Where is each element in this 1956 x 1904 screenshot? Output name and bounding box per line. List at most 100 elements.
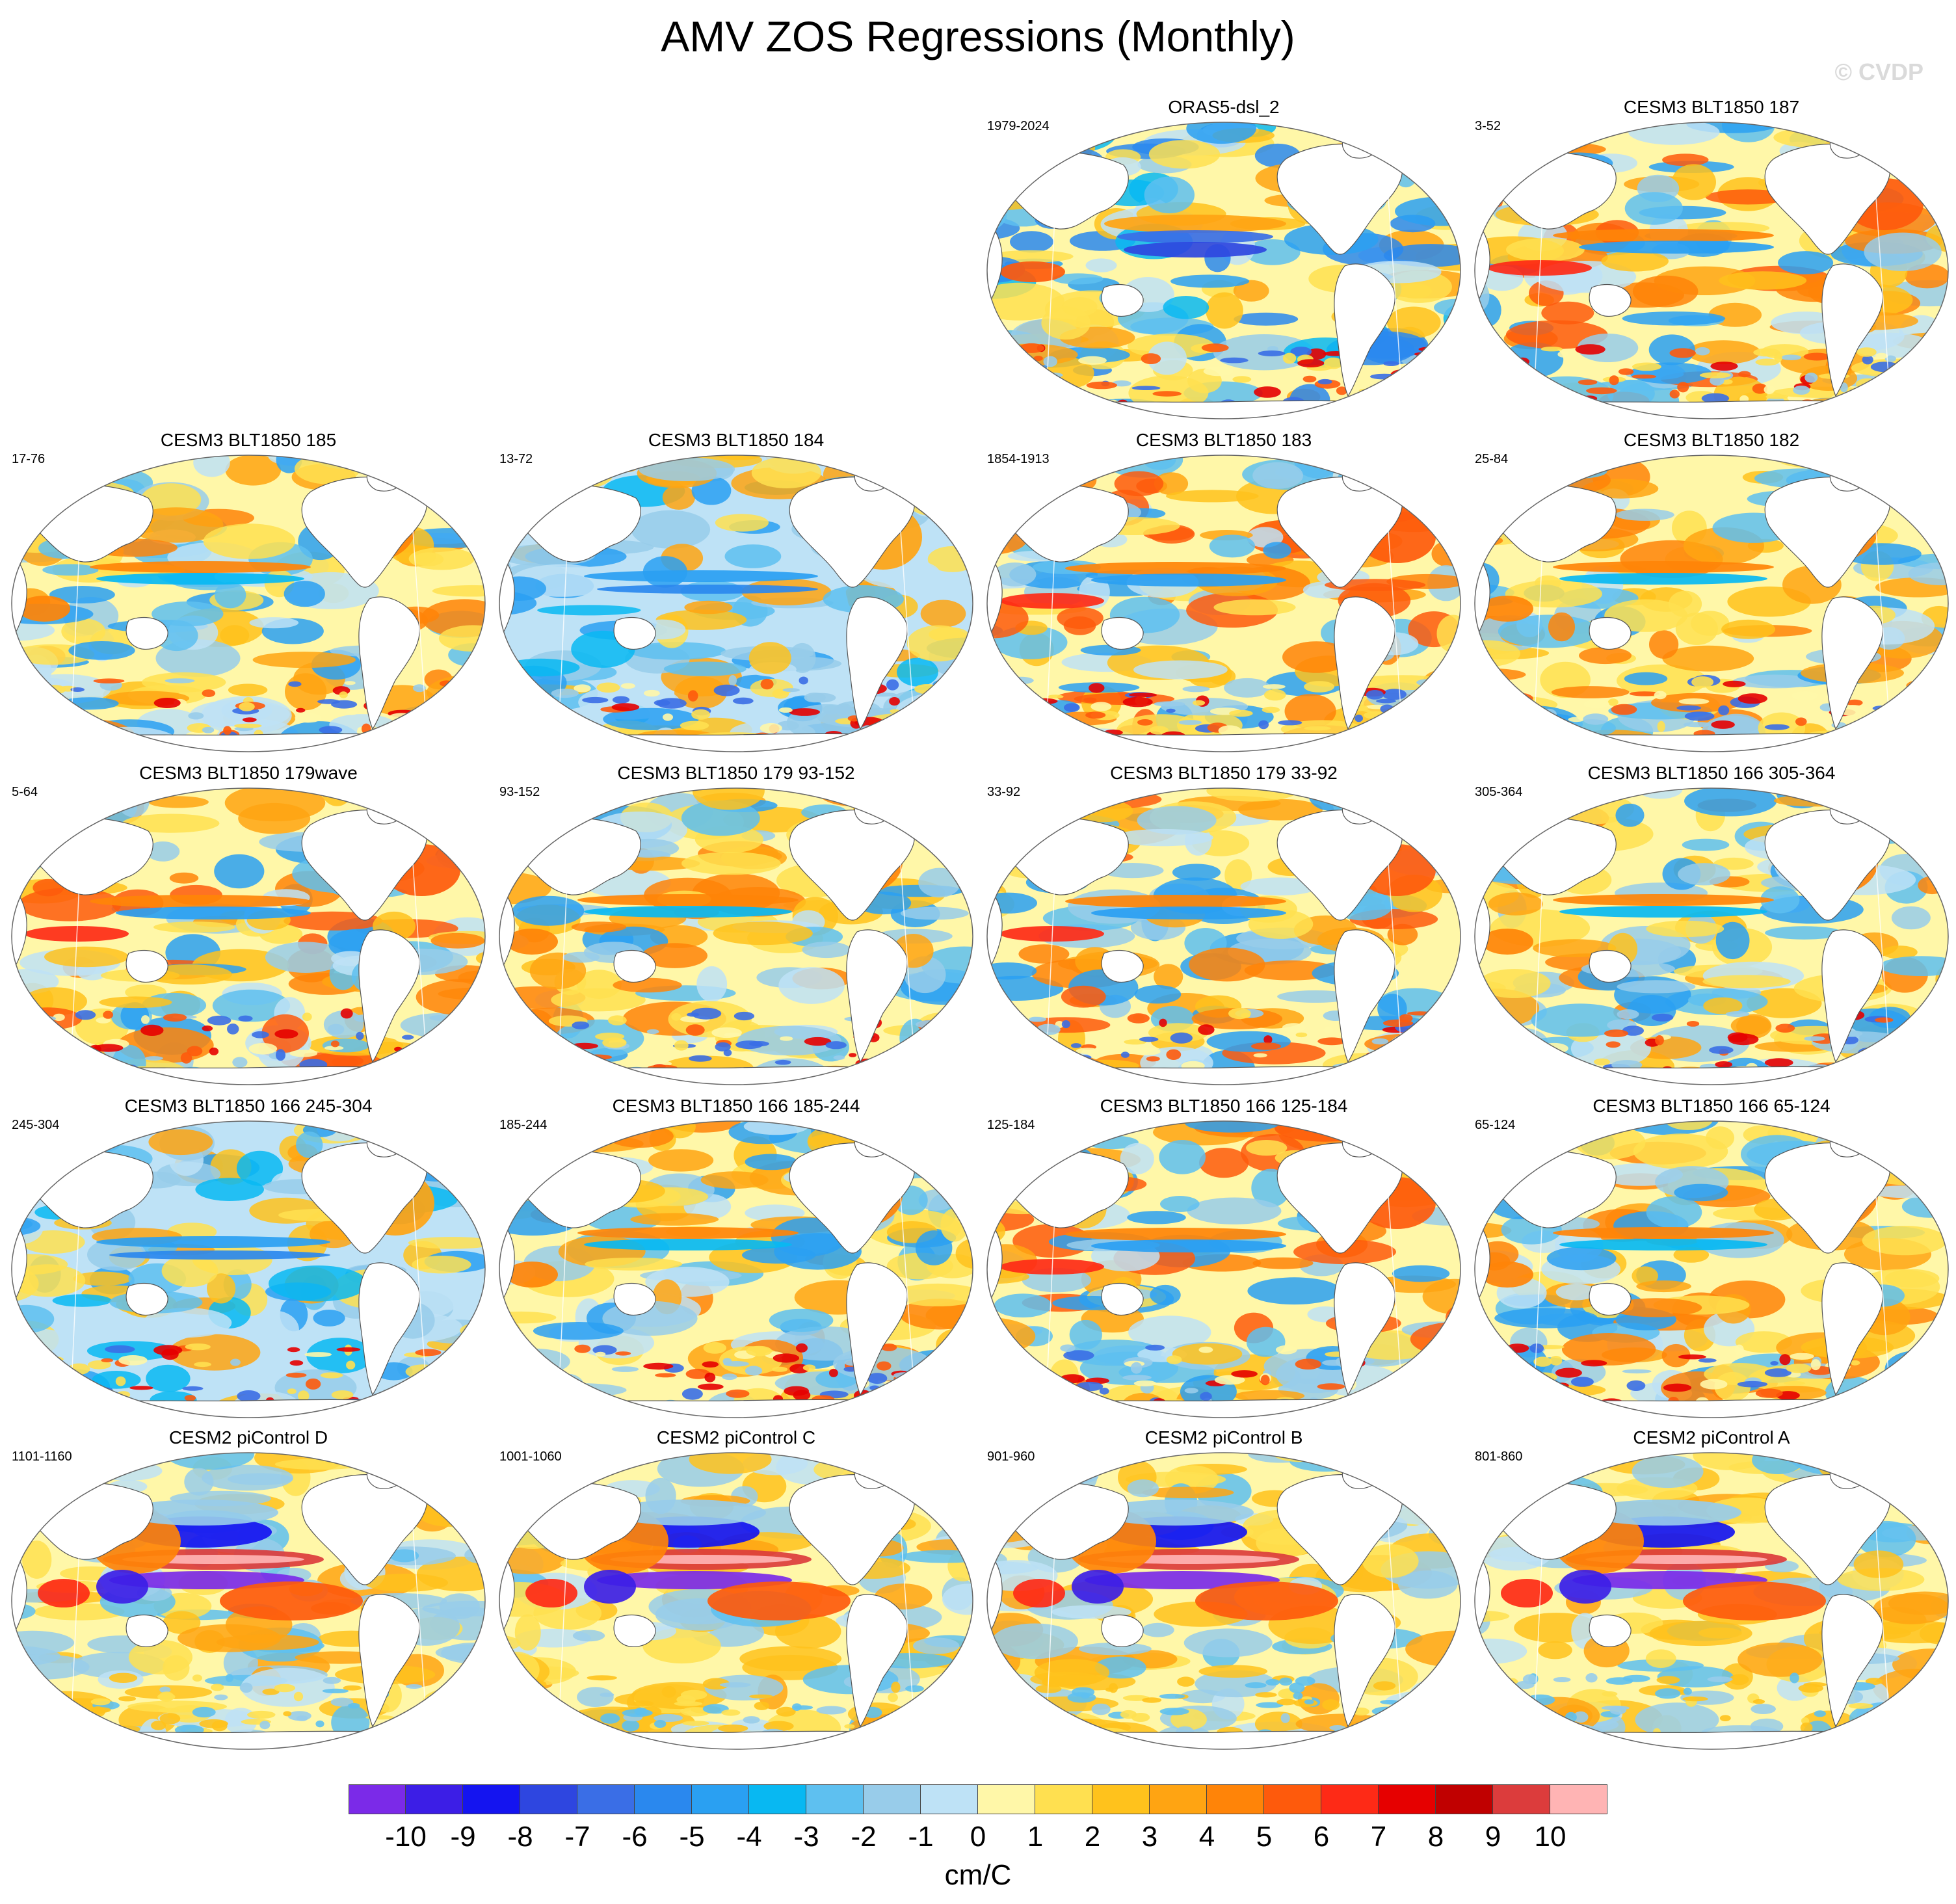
panel-title: CESM3 BLT1850 185 — [160, 430, 337, 450]
colorbar-tick-label: -1 — [908, 1821, 934, 1853]
map-panel: CESM3 BLT1850 166 65-124 65-124 — [1468, 1095, 1955, 1420]
colorbar-swatch — [978, 1784, 1035, 1814]
landmass — [854, 468, 892, 492]
panel-title: CESM3 BLT1850 166 65-124 — [1593, 1096, 1830, 1116]
colorbar-swatch — [635, 1784, 692, 1814]
map-container — [1468, 786, 1955, 1087]
colorbar-tick-label: -3 — [793, 1821, 819, 1853]
map-panel: CESM3 BLT1850 166 245-304 245-304 — [5, 1095, 492, 1420]
landmass — [1589, 284, 1632, 317]
colorbar-swatch — [577, 1784, 635, 1814]
map-container — [981, 786, 1467, 1087]
landmass — [1589, 949, 1632, 983]
map-panel: CESM2 piControl C 1001-1060 — [493, 1427, 979, 1752]
landmass — [846, 596, 908, 730]
map-panel: CESM3 BLT1850 179 93-152 93-152 — [493, 762, 979, 1087]
colorbar-swatch — [349, 1784, 406, 1814]
colorbar-swatch — [1150, 1784, 1207, 1814]
colorbar-swatch — [1493, 1784, 1550, 1814]
colorbar-tick-label: 0 — [970, 1821, 986, 1853]
panel-title: CESM3 BLT1850 187 — [1623, 97, 1800, 117]
landmass — [1821, 263, 1883, 397]
panel-period: 1979-2024 — [987, 119, 1050, 133]
landmass — [1829, 468, 1867, 492]
landmass — [1341, 1465, 1379, 1489]
colorbar-tick-label: -5 — [679, 1821, 705, 1853]
map-panel: CESM2 piControl A 801-860 — [1468, 1427, 1955, 1752]
landmass — [1829, 800, 1867, 825]
panel-period: 5-64 — [12, 785, 38, 799]
landmass — [1589, 1614, 1632, 1647]
landmass — [358, 1262, 420, 1396]
colorbar-tick-label: -8 — [507, 1821, 533, 1853]
panel-title: CESM2 piControl A — [1633, 1427, 1790, 1448]
map-panel: CESM3 BLT1850 187 3-52 — [1468, 96, 1955, 421]
landmass — [854, 800, 892, 825]
regression-map — [986, 122, 1461, 419]
colorbar-tick-label: 10 — [1534, 1821, 1566, 1853]
panel-period: 1001-1060 — [499, 1449, 562, 1464]
panel-title: CESM3 BLT1850 166 125-184 — [1100, 1096, 1348, 1116]
colorbar-tick-labels: -10 -9 -8 -7 -6 -5 -4 -3 -2 -1 0 1 2 3 4 5 6 7 8 9 10 — [0, 1821, 1956, 1860]
landmass — [1101, 949, 1144, 983]
panel-title: CESM2 piControl D — [168, 1427, 328, 1448]
colorbar-swatch — [1092, 1784, 1150, 1814]
map-container — [1468, 1118, 1955, 1420]
map-container — [981, 1450, 1467, 1752]
landmass — [1334, 596, 1395, 730]
landmass — [846, 1262, 908, 1396]
landmass — [1829, 1133, 1867, 1157]
regression-map — [1474, 122, 1949, 419]
landmass — [1341, 1133, 1379, 1157]
colorbar-units-label: cm/C — [944, 1859, 1012, 1891]
colorbar-swatch — [864, 1784, 921, 1814]
panel-title: CESM3 BLT1850 183 — [1135, 430, 1312, 450]
watermark: © CVDP — [1834, 59, 1923, 85]
landmass — [358, 596, 420, 730]
colorbar-tick-label: 2 — [1084, 1821, 1101, 1853]
panel-period: 33-92 — [987, 785, 1021, 799]
landmass — [358, 1594, 420, 1728]
landmass — [1101, 284, 1144, 317]
landmass — [613, 949, 656, 983]
landmass — [1334, 1262, 1395, 1396]
landmass — [1341, 800, 1379, 825]
landmass — [366, 1133, 404, 1157]
landmass — [1589, 616, 1632, 650]
landmass — [1101, 616, 1144, 650]
regression-map — [986, 455, 1461, 752]
map-container — [493, 453, 979, 754]
colorbar-swatch — [921, 1784, 978, 1814]
map-container — [5, 1118, 492, 1420]
colorbar-swatch — [692, 1784, 749, 1814]
landmass — [1821, 1262, 1883, 1396]
map-container — [981, 453, 1467, 754]
panel-title: CESM3 BLT1850 166 305-364 — [1587, 763, 1836, 783]
colorbar-tick-label: 3 — [1141, 1821, 1158, 1853]
regression-map — [986, 787, 1461, 1085]
map-panel: CESM3 BLT1850 166 125-184 125-184 — [981, 1095, 1467, 1420]
landmass — [1341, 468, 1379, 492]
landmass — [1589, 1282, 1632, 1316]
colorbar-tick-label: 8 — [1427, 1821, 1444, 1853]
colorbar-tick-label: 4 — [1198, 1821, 1215, 1853]
panel-period: 305-364 — [1475, 785, 1523, 799]
map-panel: CESM3 BLT1850 166 185-244 185-244 — [493, 1095, 979, 1420]
panel-period: 125-184 — [987, 1118, 1035, 1132]
landmass — [1341, 135, 1379, 159]
page-title: AMV ZOS Regressions (Monthly) — [661, 12, 1295, 60]
regression-map — [11, 1452, 486, 1750]
colorbar-swatch — [1436, 1784, 1493, 1814]
regression-map — [499, 787, 973, 1085]
colorbar-swatch — [1321, 1784, 1379, 1814]
map-container — [1468, 120, 1955, 421]
landmass — [1101, 1614, 1144, 1647]
colorbar-tick-label: -6 — [622, 1821, 648, 1853]
map-container — [5, 786, 492, 1087]
landmass — [126, 616, 168, 650]
regression-map — [11, 1120, 486, 1418]
colorbar-tick-label: -4 — [736, 1821, 762, 1853]
panel-title: ORAS5-dsl_2 — [1168, 97, 1280, 117]
colorbar-swatch — [1550, 1784, 1607, 1814]
colorbar-tick-label: 9 — [1485, 1821, 1501, 1853]
